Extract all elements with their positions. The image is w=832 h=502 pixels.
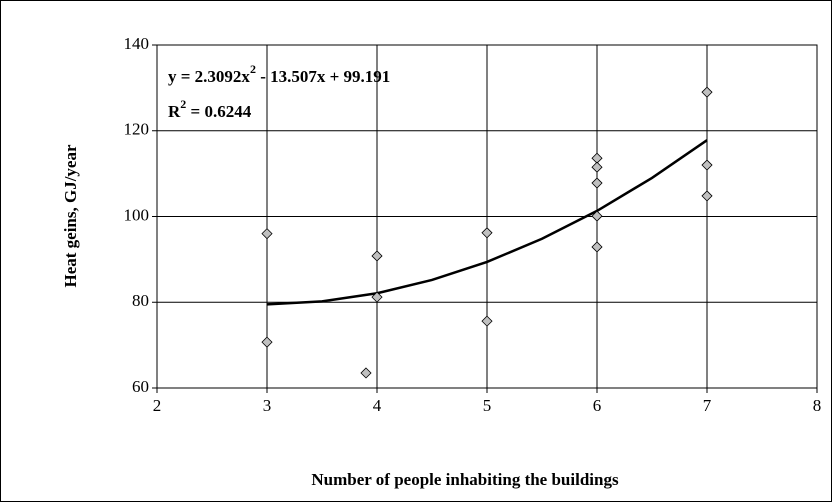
point <box>261 228 273 240</box>
x-tick-label: 6 <box>593 396 602 415</box>
y-tick-label: 120 <box>124 120 150 139</box>
point <box>701 190 713 202</box>
point <box>371 250 383 262</box>
point <box>591 161 603 173</box>
y-tick-label: 60 <box>132 377 149 396</box>
x-tick-label: 2 <box>153 396 162 415</box>
point <box>261 336 273 348</box>
point <box>591 241 603 253</box>
point <box>371 291 383 303</box>
x-axis-label: Number of people inhabiting the building… <box>311 470 619 489</box>
y-tick-label: 80 <box>132 291 149 310</box>
point <box>481 315 493 327</box>
equation-part: 2 <box>250 62 256 76</box>
point <box>591 210 603 222</box>
x-tick-label: 4 <box>373 396 382 415</box>
point <box>481 227 493 239</box>
r2-part: = 0.6244 <box>186 102 251 121</box>
x-tick-label: 3 <box>263 396 272 415</box>
r2-part: 2 <box>180 97 186 111</box>
x-tick-label: 8 <box>813 396 822 415</box>
y-tick-label: 100 <box>124 205 150 224</box>
point <box>701 86 713 98</box>
point <box>701 159 713 171</box>
point <box>360 367 372 379</box>
equation-part: - 13.507x + 99.191 <box>256 67 390 86</box>
x-tick-label: 5 <box>483 396 492 415</box>
plot-frame <box>156 44 818 389</box>
trendline <box>266 139 708 306</box>
point <box>591 177 603 189</box>
r2-part: R <box>168 102 181 121</box>
r-squared: R2 = 0.6244 <box>168 97 252 121</box>
equation-part: y = 2.3092x <box>168 67 250 86</box>
x-tick-label: 7 <box>703 396 712 415</box>
y-axis-label: Heat geins, GJ/year <box>61 144 80 288</box>
equation: y = 2.3092x2 - 13.507x + 99.191 <box>168 62 390 86</box>
y-tick-label: 140 <box>124 34 150 53</box>
